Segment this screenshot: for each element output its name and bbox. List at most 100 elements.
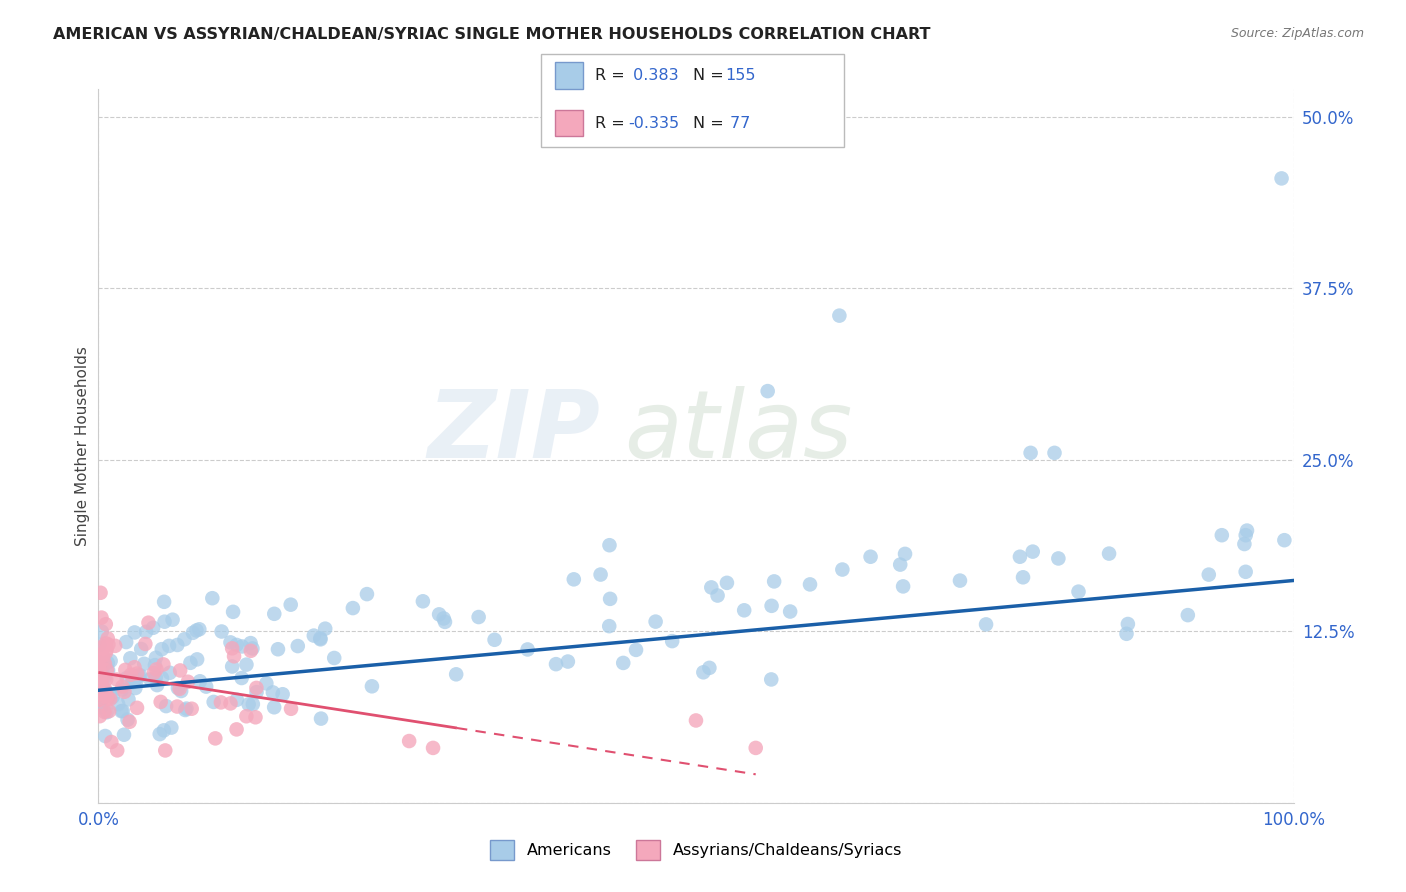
Point: [87, 685, 110, 699]
Point: [188, 674, 211, 689]
Point: [96, 705, 118, 719]
Point: [245, 685, 267, 699]
Point: [624, 643, 647, 657]
Point: [135, 624, 157, 639]
Point: [93, 681, 115, 696]
Point: [444, 667, 467, 681]
Point: [1012, 570, 1035, 584]
Point: [761, 673, 783, 687]
Point: [231, 671, 253, 685]
Point: [219, 635, 242, 649]
Text: ZIP: ZIP: [427, 385, 600, 478]
Point: [267, 642, 290, 657]
Point: [157, 639, 180, 653]
Point: [124, 625, 146, 640]
Point: [90, 624, 112, 639]
Point: [433, 611, 456, 625]
Point: [599, 591, 621, 606]
Point: [314, 622, 336, 636]
Text: -0.335: -0.335: [628, 116, 679, 130]
Point: [589, 567, 612, 582]
Point: [169, 664, 191, 678]
Point: [202, 695, 225, 709]
Point: [97, 663, 120, 677]
Point: [90, 700, 112, 714]
Point: [143, 658, 166, 673]
Point: [152, 657, 174, 672]
Point: [121, 675, 143, 690]
Point: [225, 693, 247, 707]
Point: [179, 656, 201, 670]
Point: [155, 699, 177, 714]
Point: [221, 659, 243, 673]
Point: [138, 615, 160, 630]
Point: [235, 657, 257, 672]
Point: [89, 692, 111, 706]
Point: [96, 642, 118, 657]
Point: [91, 670, 114, 684]
Point: [149, 695, 172, 709]
Point: [1115, 627, 1137, 641]
Point: [90, 688, 112, 702]
Point: [174, 703, 197, 717]
Point: [146, 678, 169, 692]
Point: [467, 610, 489, 624]
Point: [201, 591, 224, 606]
Point: [139, 673, 162, 687]
Point: [891, 579, 914, 593]
Point: [828, 309, 851, 323]
Point: [122, 673, 145, 688]
Point: [516, 642, 538, 657]
Point: [89, 663, 111, 677]
Point: [128, 668, 150, 682]
Point: [1211, 528, 1233, 542]
Point: [1067, 584, 1090, 599]
Point: [111, 682, 134, 697]
Point: [1271, 171, 1294, 186]
Point: [94, 681, 117, 696]
Point: [100, 654, 122, 668]
Point: [1177, 608, 1199, 623]
Point: [799, 577, 821, 591]
Point: [177, 674, 200, 689]
Point: [263, 700, 285, 714]
Point: [1098, 547, 1121, 561]
Point: [342, 601, 364, 615]
Point: [87, 664, 110, 678]
Point: [101, 690, 124, 704]
Point: [89, 659, 111, 673]
Point: [263, 607, 285, 621]
Point: [98, 692, 121, 706]
Point: [280, 598, 302, 612]
Point: [125, 671, 148, 685]
Point: [149, 727, 172, 741]
Point: [90, 648, 112, 662]
Point: [361, 679, 384, 693]
Point: [254, 676, 277, 690]
Point: [90, 610, 112, 624]
Point: [114, 685, 136, 699]
Point: [96, 663, 118, 677]
Point: [745, 740, 768, 755]
Point: [894, 547, 917, 561]
Point: [105, 743, 128, 757]
Point: [1116, 617, 1139, 632]
Point: [87, 693, 110, 707]
Point: [91, 648, 114, 663]
Point: [89, 671, 111, 685]
Point: [763, 574, 786, 589]
Point: [398, 734, 420, 748]
Point: [433, 615, 456, 629]
Point: [239, 636, 262, 650]
Point: [124, 681, 146, 695]
Point: [238, 698, 260, 712]
Point: [125, 701, 148, 715]
Point: [170, 684, 193, 698]
Point: [134, 637, 156, 651]
Point: [91, 653, 114, 667]
Point: [143, 665, 166, 680]
Point: [225, 723, 247, 737]
Point: [1234, 528, 1257, 542]
Text: R =: R =: [595, 69, 624, 83]
Point: [107, 697, 129, 711]
